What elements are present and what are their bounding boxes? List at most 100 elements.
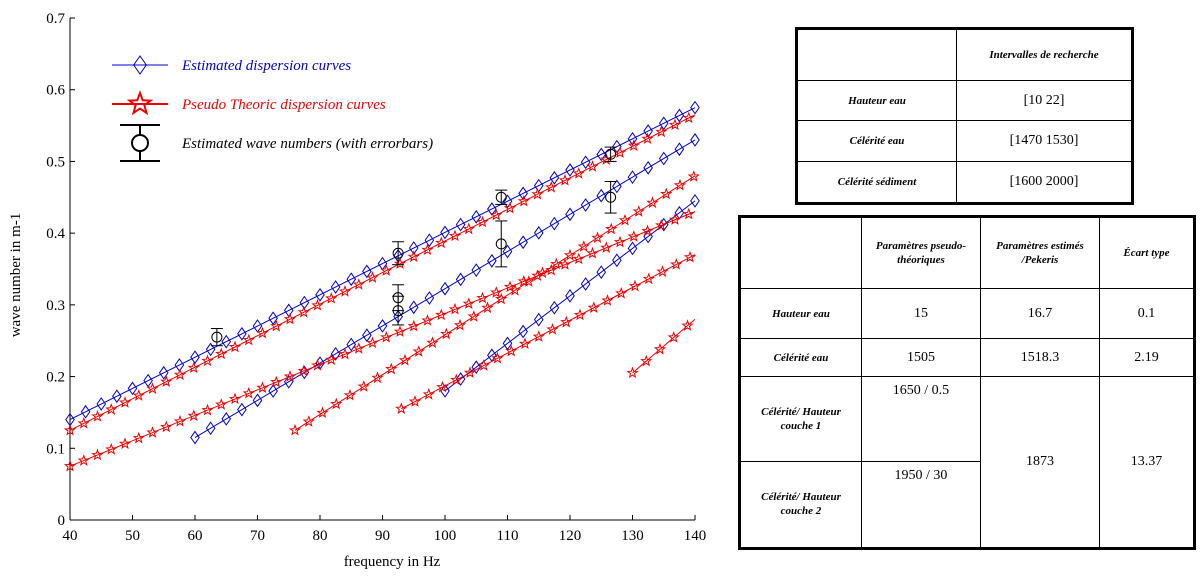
diamond-marker	[487, 253, 497, 268]
chart-plot-area	[63, 100, 700, 472]
star-marker	[173, 414, 187, 427]
diamond-marker	[518, 235, 528, 250]
diamond-marker	[627, 241, 638, 256]
x-axis-label: frequency in Hz	[344, 554, 441, 570]
star-marker	[656, 265, 669, 277]
star-marker	[531, 187, 544, 200]
star-marker	[682, 111, 695, 124]
star-marker	[132, 389, 145, 401]
star-marker	[448, 302, 462, 315]
series-line	[69, 107, 696, 421]
star-marker	[577, 240, 590, 252]
star-marker	[687, 170, 700, 182]
star-marker	[477, 359, 490, 371]
diamond-marker	[518, 186, 528, 201]
table1-row-value: [1470 1530]	[956, 120, 1133, 162]
diamond-marker	[690, 193, 700, 208]
diamond-marker	[455, 372, 466, 386]
diamond-marker	[205, 421, 216, 436]
star-marker	[560, 315, 573, 328]
star-marker	[508, 283, 522, 296]
star-marker	[201, 403, 214, 416]
diamond-marker	[221, 412, 232, 426]
diamond-marker	[549, 216, 560, 231]
x-tick-label: 140	[684, 528, 707, 544]
star-marker	[546, 323, 559, 335]
table2-estim-value: 1518.3	[980, 338, 1100, 377]
table2-row-label: Célérité/ Hauteur couche 2	[739, 460, 862, 550]
table2-row-label: Célérité eau	[739, 338, 862, 377]
diamond-marker	[440, 225, 450, 240]
table2-corner-cell	[739, 216, 862, 289]
star-marker	[490, 286, 503, 298]
table2-pseudo-value: 1950 / 30	[861, 460, 981, 550]
star-marker	[682, 207, 695, 220]
table2-pseudo-value: 1650 / 0.5	[861, 376, 981, 462]
legend-star-marker	[126, 90, 154, 116]
star-marker	[105, 403, 118, 415]
diamond-marker	[112, 389, 122, 404]
table-row: Célérité sédiment [1600 2000]	[796, 160, 1133, 205]
table1-header: Intervalles de recherche	[956, 28, 1133, 81]
y-tick-label: 0	[58, 513, 66, 529]
diamond-marker	[549, 300, 560, 315]
table2-ecart-value: 2.19	[1099, 338, 1195, 377]
star-marker	[242, 386, 255, 399]
star-marker	[505, 344, 518, 357]
legend-circle-marker	[131, 134, 149, 152]
star-marker	[160, 420, 173, 433]
star-marker	[215, 347, 228, 360]
estimated-point	[605, 148, 617, 160]
star-marker	[146, 382, 159, 394]
star-marker	[118, 396, 132, 408]
star-marker	[228, 340, 242, 353]
table1-row-label: Célérité eau	[796, 120, 957, 162]
diamond-marker	[580, 277, 591, 291]
table-row: Célérité/ Hauteur couche 2 1950 / 30	[739, 460, 1195, 550]
y-tick-label: 0.2	[46, 370, 65, 386]
star-marker	[641, 224, 654, 237]
diamond-marker	[596, 265, 607, 280]
star-marker	[421, 243, 434, 256]
diamond-marker	[127, 381, 138, 396]
star-marker	[311, 298, 324, 311]
star-marker	[641, 132, 654, 144]
star-marker	[627, 230, 640, 242]
star-marker	[532, 330, 545, 342]
star-marker	[352, 278, 365, 290]
star-marker	[325, 353, 338, 365]
star-marker	[393, 257, 407, 269]
diamond-marker	[549, 170, 560, 185]
star-marker	[646, 196, 659, 209]
x-tick-label: 110	[497, 528, 519, 544]
diamond-marker	[658, 151, 669, 166]
star-marker	[572, 167, 585, 179]
star-marker	[655, 125, 668, 138]
star-marker	[591, 231, 604, 244]
y-tick-label: 0.7	[46, 11, 65, 27]
diamond-marker	[190, 430, 200, 445]
star-marker	[421, 314, 434, 326]
diamond-marker	[643, 124, 653, 138]
star-marker	[338, 347, 352, 360]
x-tick-label: 70	[250, 528, 265, 544]
table1-corner-cell	[796, 28, 957, 81]
star-marker	[105, 442, 118, 455]
diamond-marker	[455, 272, 466, 287]
diamond-marker	[690, 100, 700, 115]
star-marker	[448, 229, 462, 242]
star-marker	[352, 342, 365, 354]
star-marker	[77, 416, 90, 429]
star-marker	[683, 250, 697, 263]
diamond-marker	[596, 147, 607, 162]
star-marker	[412, 345, 425, 357]
star-marker	[558, 173, 572, 186]
chart-axes: 40 50 60 70 80 90 100 110 120 130 140 0 0.1 0.2 0.3 0.4…	[46, 11, 706, 544]
star-marker	[407, 250, 420, 263]
star-marker	[668, 213, 682, 225]
star-marker	[453, 318, 467, 331]
diamond-marker	[424, 233, 435, 248]
star-marker	[330, 397, 343, 410]
star-marker	[550, 257, 563, 270]
star-marker	[160, 375, 173, 387]
